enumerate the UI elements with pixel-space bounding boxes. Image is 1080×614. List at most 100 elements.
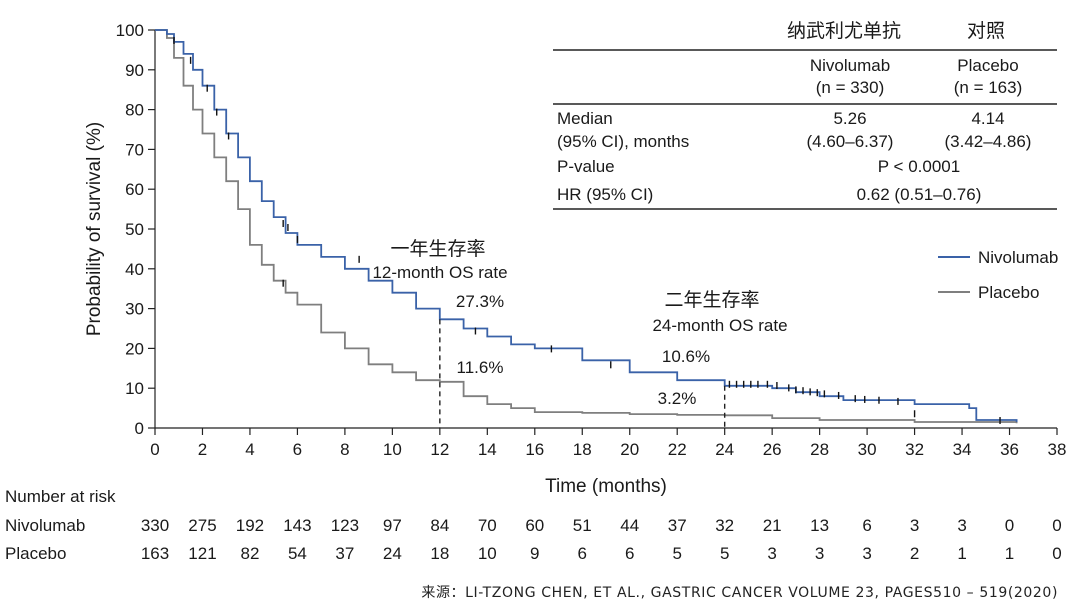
y-tick-label: 40	[125, 260, 144, 279]
y-tick-label: 30	[125, 300, 144, 319]
data-label-placebo-12: 11.6%	[457, 358, 504, 377]
x-tick-label: 36	[1000, 440, 1019, 459]
risk-value-placebo: 121	[188, 544, 216, 563]
risk-value-nivolumab: 275	[188, 516, 216, 535]
risk-value-nivolumab: 3	[910, 516, 919, 535]
risk-value-nivolumab: 97	[383, 516, 402, 535]
x-axis-ticks: 0 2 4 6 8 10 12 14 16 18 20 22 24 26 28 30 32 34 36 38	[150, 428, 1066, 459]
legend-label-placebo: Placebo	[978, 283, 1039, 302]
x-tick-label: 18	[573, 440, 592, 459]
data-label-nivolumab-12: 27.3%	[456, 292, 504, 311]
risk-value-nivolumab: 32	[715, 516, 734, 535]
y-tick-label: 50	[125, 220, 144, 239]
table-col-placebo: Placebo	[957, 56, 1018, 75]
annotation-24-month-en: 24-month OS rate	[652, 316, 787, 335]
risk-values: 330 275 192 143 123 97 84 70 60 51 44 37 32 21 13 6 3 3 0 0…	[141, 516, 1062, 563]
risk-value-placebo: 5	[720, 544, 729, 563]
x-tick-label: 10	[383, 440, 402, 459]
table-median-label: Median	[557, 109, 613, 128]
risk-value-placebo: 18	[430, 544, 449, 563]
risk-value-placebo: 0	[1052, 544, 1061, 563]
x-tick-label: 16	[525, 440, 544, 459]
risk-value-nivolumab: 0	[1005, 516, 1014, 535]
risk-value-placebo: 163	[141, 544, 169, 563]
risk-value-nivolumab: 330	[141, 516, 169, 535]
x-axis-label: Time (months)	[545, 476, 667, 497]
x-tick-label: 14	[478, 440, 497, 459]
table-col-placebo-n: (n = 163)	[954, 78, 1023, 97]
table-median-placebo: 4.14	[971, 109, 1004, 128]
x-tick-label: 4	[245, 440, 254, 459]
annotation-12-month-zh: 一年生存率	[390, 238, 485, 260]
risk-value-placebo: 1	[1005, 544, 1014, 563]
risk-value-placebo: 9	[530, 544, 539, 563]
risk-value-nivolumab: 6	[862, 516, 871, 535]
risk-value-placebo: 10	[478, 544, 497, 563]
risk-value-nivolumab: 123	[331, 516, 359, 535]
table-median-label-ci: (95% CI), months	[557, 132, 689, 151]
risk-row-label-nivolumab: Nivolumab	[5, 516, 85, 535]
table-header-zh-nivolumab: 纳武利尤单抗	[787, 20, 901, 42]
table-header-zh-placebo: 对照	[967, 20, 1005, 42]
table-median-placebo-ci: (3.42–4.86)	[945, 132, 1032, 151]
table-hr-label: HR (95% CI)	[557, 185, 653, 204]
annotation-24-month-zh: 二年生存率	[664, 289, 759, 311]
risk-value-placebo: 6	[578, 544, 587, 563]
table-median-nivolumab-ci: (4.60–6.37)	[807, 132, 894, 151]
risk-value-nivolumab: 13	[810, 516, 829, 535]
y-axis-label: Probability of survival (%)	[84, 122, 105, 336]
risk-value-placebo: 1	[957, 544, 966, 563]
table-col-nivolumab-n: (n = 330)	[816, 78, 885, 97]
risk-value-nivolumab: 70	[478, 516, 497, 535]
annotation-12-month-en: 12-month OS rate	[372, 263, 507, 282]
x-tick-label: 20	[620, 440, 639, 459]
table-pvalue-label: P-value	[557, 157, 615, 176]
number-at-risk-table: Number at risk Nivolumab Placebo 330 275 1…	[5, 487, 1062, 563]
x-tick-label: 28	[810, 440, 829, 459]
risk-value-nivolumab: 84	[430, 516, 449, 535]
risk-value-placebo: 6	[625, 544, 634, 563]
risk-value-nivolumab: 44	[620, 516, 639, 535]
y-tick-label: 60	[125, 180, 144, 199]
x-tick-label: 32	[905, 440, 924, 459]
legend: Nivolumab Placebo	[938, 248, 1058, 302]
x-tick-label: 34	[953, 440, 972, 459]
risk-value-placebo: 24	[383, 544, 402, 563]
risk-value-nivolumab: 37	[668, 516, 687, 535]
statistics-table: 纳武利尤单抗 对照 Nivolumab (n = 330) Placebo (n…	[553, 20, 1057, 210]
x-tick-label: 0	[150, 440, 159, 459]
y-axis-ticks: 0 10 20 30 40 50 60 70 80 90 100	[116, 21, 155, 438]
table-pvalue: P < 0.0001	[878, 157, 960, 176]
series-line-nivolumab	[155, 29, 1018, 422]
risk-value-nivolumab: 21	[763, 516, 782, 535]
series-line-placebo	[155, 29, 1018, 424]
table-median-nivolumab: 5.26	[833, 109, 866, 128]
y-tick-label: 100	[116, 21, 144, 40]
x-tick-label: 2	[198, 440, 207, 459]
risk-value-placebo: 5	[672, 544, 681, 563]
risk-table-title: Number at risk	[5, 487, 116, 506]
legend-label-nivolumab: Nivolumab	[978, 248, 1058, 267]
risk-value-nivolumab: 143	[283, 516, 311, 535]
y-tick-label: 90	[125, 61, 144, 80]
risk-value-nivolumab: 0	[1052, 516, 1061, 535]
x-tick-label: 22	[668, 440, 687, 459]
risk-value-placebo: 37	[335, 544, 354, 563]
risk-value-placebo: 82	[240, 544, 259, 563]
risk-value-placebo: 2	[910, 544, 919, 563]
risk-value-placebo: 3	[862, 544, 871, 563]
risk-value-placebo: 3	[815, 544, 824, 563]
x-tick-label: 24	[715, 440, 734, 459]
table-col-nivolumab: Nivolumab	[810, 56, 890, 75]
survival-curves	[155, 29, 1018, 425]
y-tick-label: 0	[135, 419, 144, 438]
y-tick-label: 70	[125, 140, 144, 159]
risk-value-nivolumab: 60	[525, 516, 544, 535]
x-tick-label: 26	[763, 440, 782, 459]
x-tick-label: 12	[430, 440, 449, 459]
risk-value-nivolumab: 192	[236, 516, 264, 535]
risk-value-placebo: 3	[767, 544, 776, 563]
data-label-nivolumab-24: 10.6%	[662, 347, 710, 366]
risk-value-nivolumab: 3	[957, 516, 966, 535]
y-tick-label: 80	[125, 101, 144, 120]
